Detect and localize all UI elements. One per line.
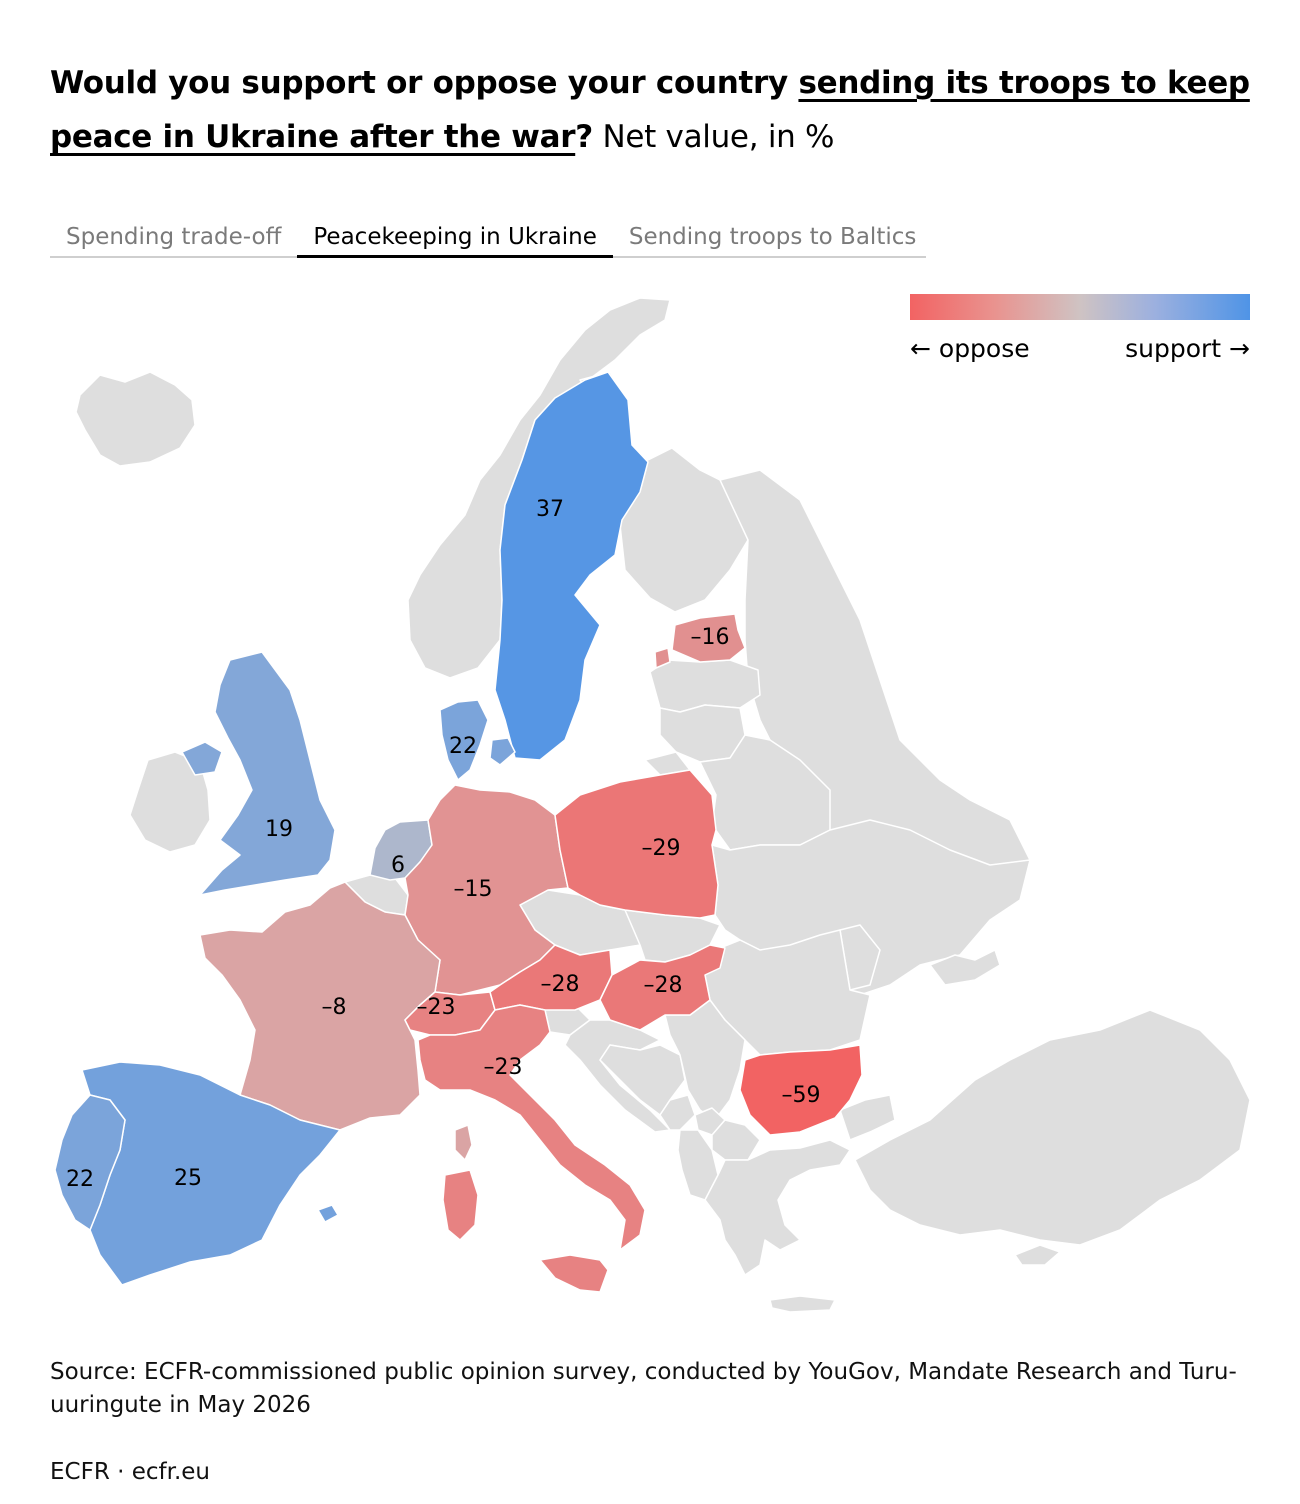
country-portugal[interactable] — [54, 1094, 126, 1231]
value-labels: 37 25 22 22 19 6 –8 –15 –16 –23 –23 –28 … — [66, 497, 821, 1192]
tab-spending-trade-off[interactable]: Spending trade-off — [66, 224, 282, 250]
chart-title: Would you support or oppose your country… — [50, 56, 1260, 164]
island-sardinia[interactable] — [442, 1169, 479, 1241]
value-label-italy: –23 — [484, 1055, 523, 1080]
title-question: Would you support or oppose your country… — [50, 65, 1250, 155]
value-label-estonia: –16 — [691, 625, 730, 650]
value-label-sweden: 37 — [536, 497, 564, 522]
island-corsica[interactable] — [454, 1124, 473, 1161]
country-iceland — [75, 371, 196, 467]
country-north-macedonia — [711, 1119, 761, 1161]
island-saaremaa[interactable] — [654, 647, 671, 669]
value-label-united-kingdom: 19 — [265, 817, 293, 842]
value-label-france: –8 — [322, 995, 347, 1020]
value-label-austria: –28 — [541, 972, 580, 997]
country-poland[interactable] — [554, 769, 719, 919]
country-hungary[interactable] — [599, 944, 726, 1031]
value-label-switzerland: –23 — [417, 995, 456, 1020]
country-bulgaria[interactable] — [739, 1044, 863, 1136]
island-balearic[interactable] — [317, 1204, 339, 1223]
tab-sending-troops-to-baltics[interactable]: Sending troops to Baltics — [628, 224, 917, 250]
country-united-kingdom[interactable] — [199, 651, 336, 896]
title-underlined: sending its troops to keep peace in Ukra… — [50, 65, 1250, 155]
country-norway — [407, 297, 671, 679]
value-label-bulgaria: –59 — [782, 1083, 821, 1108]
europe-map: 37 25 22 22 19 6 –8 –15 –16 –23 –23 –28 … — [54, 297, 1251, 1313]
country-turkey-anatolia — [854, 1009, 1251, 1246]
legend-oppose-label: ← oppose — [910, 334, 1030, 363]
country-crimea — [929, 949, 1001, 986]
value-label-denmark: 22 — [449, 734, 477, 759]
color-legend: ← oppose support → — [910, 294, 1250, 363]
tab-bar: Spending trade-off Peacekeeping in Ukrai… — [50, 218, 926, 258]
credit-line: ECFR · ecfr.eu — [50, 1459, 211, 1485]
island-crete — [769, 1295, 836, 1313]
country-northern-ireland[interactable] — [181, 741, 223, 776]
value-label-germany: –15 — [454, 877, 493, 902]
legend-support-label: support → — [1125, 334, 1250, 363]
country-estonia[interactable] — [671, 613, 746, 663]
island-zealand[interactable] — [489, 737, 516, 766]
country-turkey — [839, 1094, 896, 1141]
value-label-poland: –29 — [642, 836, 681, 861]
value-label-hungary: –28 — [644, 973, 683, 998]
country-latvia — [649, 659, 761, 713]
country-sweden[interactable] — [494, 371, 649, 761]
value-label-spain: 25 — [174, 1166, 202, 1191]
source-note: Source: ECFR-commissioned public opinion… — [50, 1359, 1237, 1418]
country-denmark[interactable] — [439, 699, 489, 781]
value-label-netherlands: 6 — [391, 853, 405, 878]
country-greece — [704, 1139, 851, 1276]
country-italy[interactable] — [417, 1004, 646, 1251]
value-label-portugal: 22 — [66, 1167, 94, 1192]
island-cyprus — [1014, 1244, 1061, 1266]
title-suffix: Net value, in % — [592, 119, 835, 155]
island-sicily[interactable] — [539, 1254, 609, 1293]
legend-gradient-bar — [910, 294, 1250, 320]
tab-peacekeeping-in-ukraine[interactable]: Peacekeeping in Ukraine — [297, 218, 613, 258]
